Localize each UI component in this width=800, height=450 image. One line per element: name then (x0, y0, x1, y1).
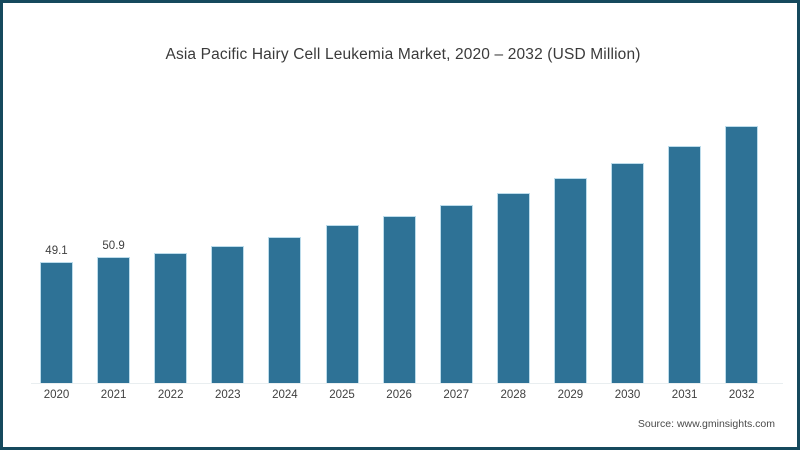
bar-2027 (439, 205, 473, 383)
bar-rect (97, 257, 131, 383)
x-tick-2027: 2027 (443, 389, 469, 401)
x-tick-2029: 2029 (557, 389, 584, 401)
bar-rect (382, 216, 416, 383)
bar-rect (154, 253, 188, 383)
x-tick-2032: 2032 (728, 389, 755, 401)
bar-rect (611, 163, 644, 383)
bar-2023 (211, 246, 245, 383)
x-tick-2028: 2028 (500, 389, 527, 401)
x-axis-tick-labels: 2020 2021 2022 2023 2024 2025 2026 2027 2028 2029… (23, 389, 783, 407)
bar-2020: 49.1 (40, 245, 73, 383)
bar-rect (553, 178, 587, 383)
bar-series: 49.1 50.9 (23, 93, 783, 384)
bar-rect (496, 193, 530, 383)
bar-2026 (382, 216, 416, 383)
bar-2028 (496, 193, 530, 383)
bar-value-label-2020: 49.1 (45, 244, 68, 257)
bar-2025 (325, 225, 359, 383)
bar-rect (268, 237, 302, 383)
plot-area: 49.1 50.9 (23, 93, 783, 384)
bar-2022 (154, 253, 188, 383)
bar-2030 (611, 163, 644, 383)
bar-rect (439, 205, 473, 383)
x-tick-2031: 2031 (671, 389, 698, 401)
bar-rect (725, 126, 759, 383)
x-tick-2025: 2025 (329, 389, 355, 401)
x-axis-baseline (31, 383, 783, 384)
bar-2032 (725, 126, 759, 383)
bar-2029 (553, 178, 587, 383)
bar-value-label-2021: 50.9 (102, 240, 125, 253)
bar-rect (325, 225, 359, 383)
chart-title: Asia Pacific Hairy Cell Leukemia Market,… (165, 46, 641, 63)
x-tick-2026: 2026 (386, 389, 412, 401)
bar-rect (211, 246, 245, 383)
bar-2031 (668, 146, 702, 383)
bar-2021: 50.9 (97, 240, 131, 383)
bar-rect (40, 261, 73, 383)
x-tick-2021: 2021 (100, 389, 127, 401)
source-note: Source: www.gminsights.com (637, 418, 775, 430)
bar-rect (668, 146, 702, 383)
x-tick-2023: 2023 (215, 389, 241, 401)
x-tick-2022: 2022 (157, 389, 184, 401)
x-tick-2024: 2024 (272, 389, 298, 401)
x-tick-2030: 2030 (614, 389, 641, 401)
x-tick-2020: 2020 (43, 389, 70, 401)
bar-2024 (268, 237, 302, 383)
